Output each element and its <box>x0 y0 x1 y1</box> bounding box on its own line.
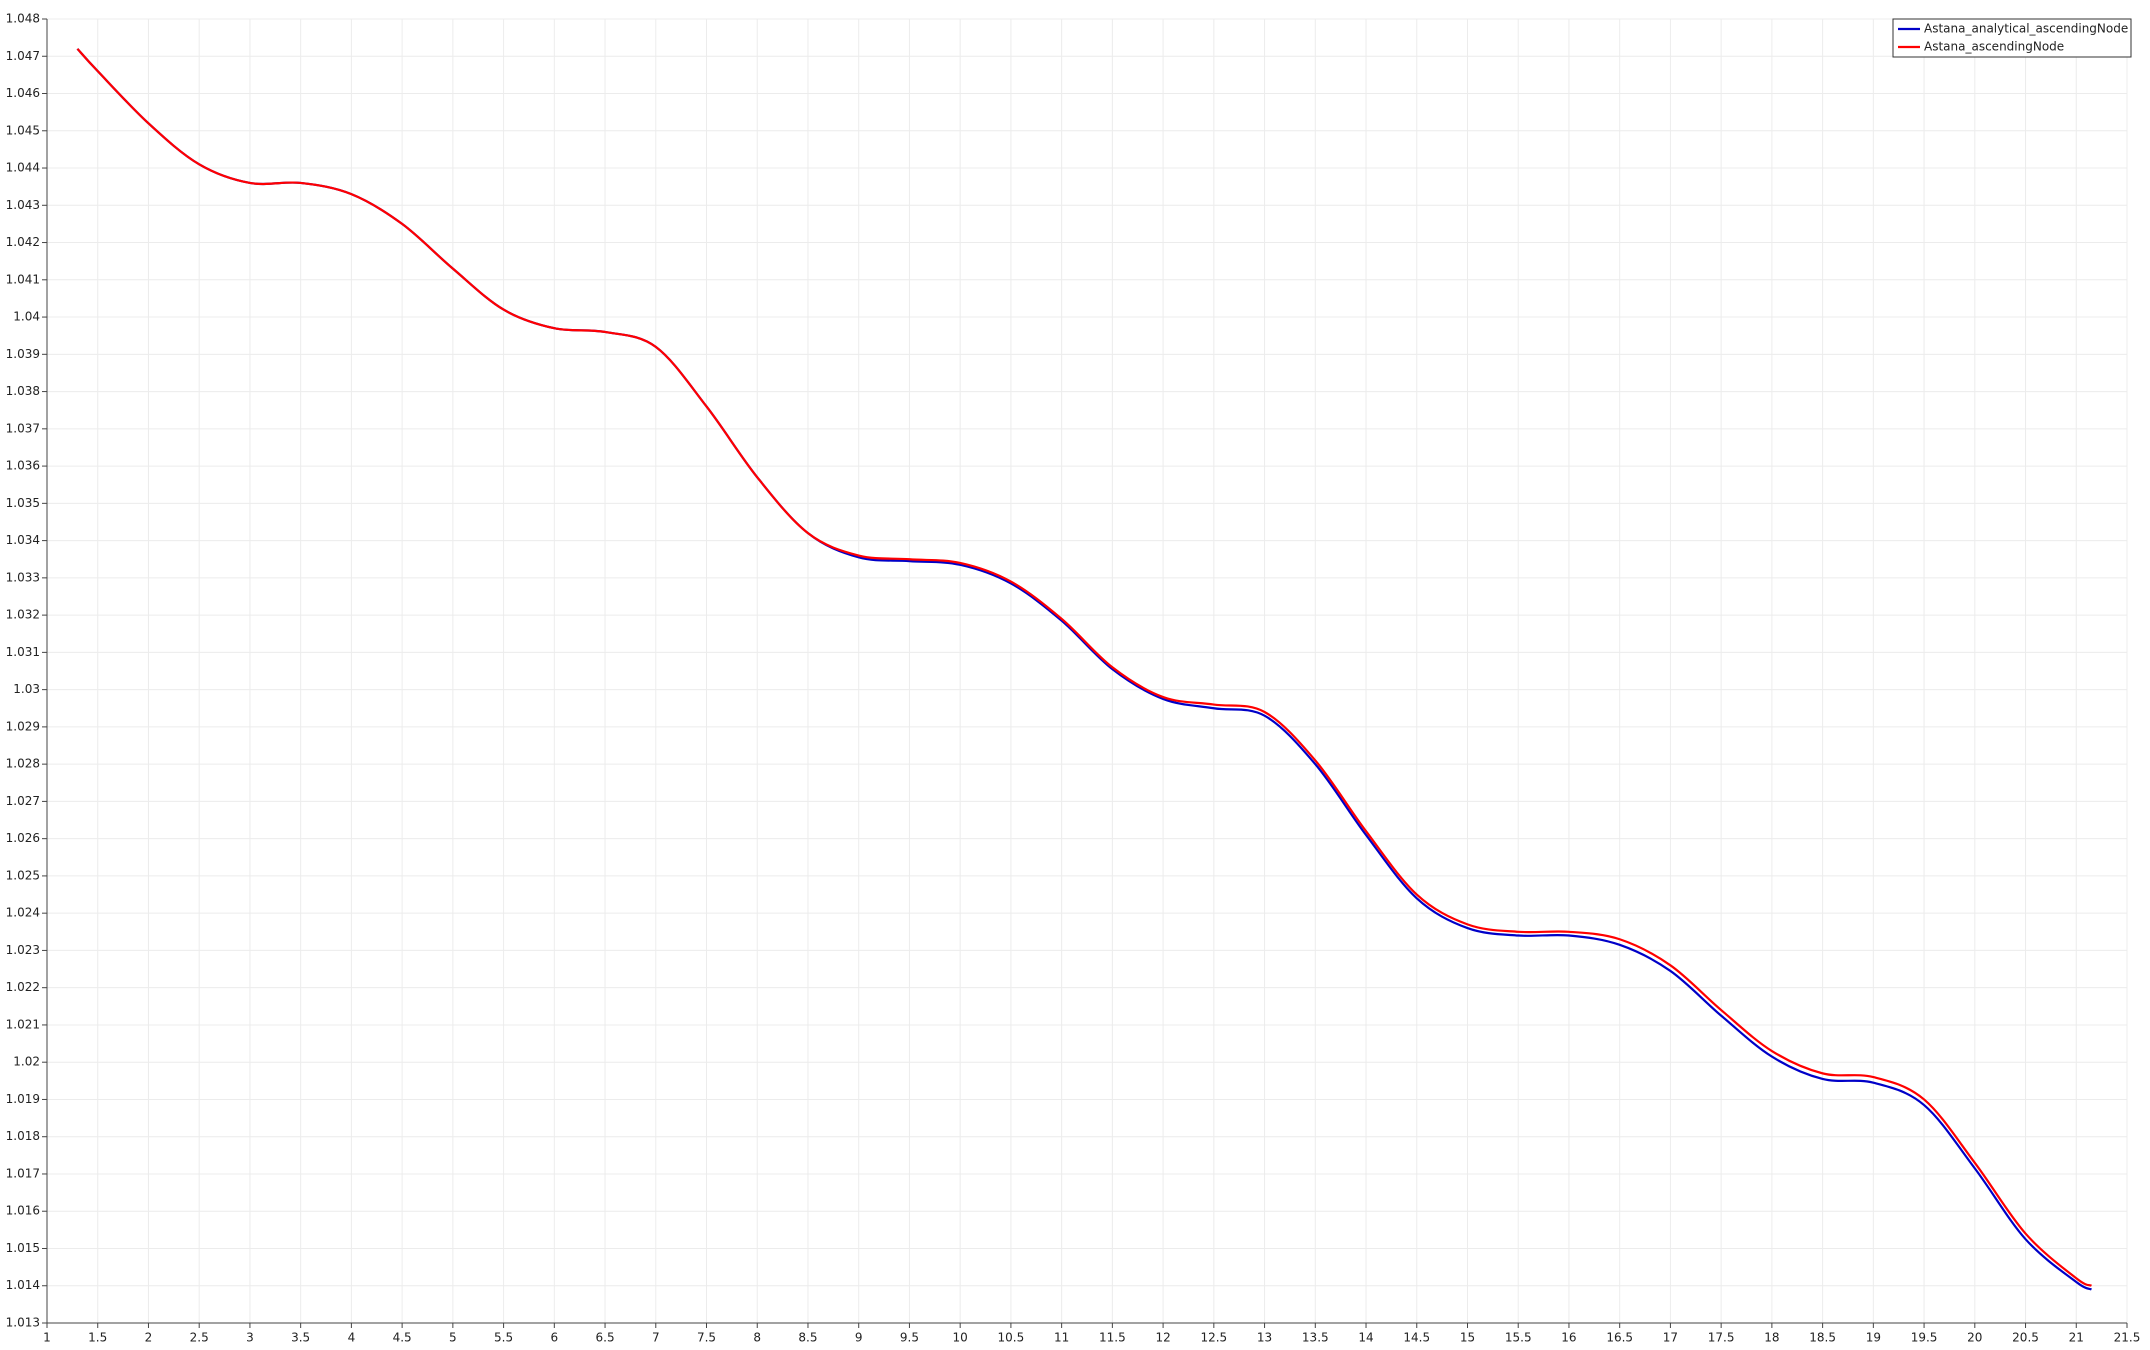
x-tick-label: 15.5 <box>1505 1331 1532 1345</box>
y-tick-label: 1.044 <box>6 161 40 175</box>
y-tick-label: 1.043 <box>6 198 40 212</box>
y-tick-label: 1.047 <box>6 49 40 63</box>
x-tick-label: 8.5 <box>798 1331 817 1345</box>
x-tick-label: 19 <box>1866 1331 1881 1345</box>
x-tick-label: 10.5 <box>998 1331 1025 1345</box>
y-tick-label: 1.03 <box>13 682 40 696</box>
y-tick-label: 1.037 <box>6 421 40 435</box>
series-line <box>76 48 2092 1287</box>
legend-box <box>1892 18 2132 58</box>
legend-label: Astana_ascendingNode <box>1924 40 2064 54</box>
y-tick-label: 1.031 <box>6 645 40 659</box>
y-tick-label: 1.023 <box>6 943 40 957</box>
x-tick-label: 19.5 <box>1911 1331 1938 1345</box>
x-tick-label: 5.5 <box>494 1331 513 1345</box>
x-tick-label: 6.5 <box>596 1331 615 1345</box>
x-tick-label: 13 <box>1257 1331 1272 1345</box>
y-tick-label: 1.029 <box>6 719 40 733</box>
x-tick-label: 17.5 <box>1708 1331 1735 1345</box>
y-tick-label: 1.02 <box>13 1055 40 1069</box>
x-tick-label: 9.5 <box>900 1331 919 1345</box>
y-tick-label: 1.024 <box>6 906 40 920</box>
x-tick-label: 20 <box>1967 1331 1982 1345</box>
x-tick-label: 11.5 <box>1099 1331 1126 1345</box>
y-tick-label: 1.042 <box>6 235 40 249</box>
x-tick-label: 3.5 <box>291 1331 310 1345</box>
y-tick-label: 1.022 <box>6 980 40 994</box>
y-tick-label: 1.036 <box>6 459 40 473</box>
y-tick-label: 1.021 <box>6 1017 40 1031</box>
y-tick-label: 1.033 <box>6 570 40 584</box>
x-tick-label: 2 <box>145 1331 153 1345</box>
y-tick-label: 1.034 <box>6 533 40 547</box>
y-tick-label: 1.038 <box>6 384 40 398</box>
x-tick-label: 13.5 <box>1302 1331 1329 1345</box>
y-tick-label: 1.045 <box>6 123 40 137</box>
x-tick-label: 8 <box>753 1331 761 1345</box>
series-line <box>76 48 2092 1291</box>
y-tick-label: 1.019 <box>6 1092 40 1106</box>
y-tick-label: 1.04 <box>13 310 40 324</box>
y-tick-label: 1.026 <box>6 831 40 845</box>
x-tick-label: 4.5 <box>393 1331 412 1345</box>
y-tick-label: 1.048 <box>6 12 40 26</box>
x-tick-label: 1.5 <box>88 1331 107 1345</box>
y-tick-label: 1.032 <box>6 608 40 622</box>
y-tick-label: 1.014 <box>6 1278 40 1292</box>
x-tick-label: 16 <box>1561 1331 1576 1345</box>
y-tick-label: 1.041 <box>6 272 40 286</box>
y-tick-label: 1.018 <box>6 1129 40 1143</box>
x-tick-label: 5 <box>449 1331 457 1345</box>
x-tick-label: 6 <box>550 1331 558 1345</box>
y-tick-label: 1.025 <box>6 868 40 882</box>
y-tick-label: 1.015 <box>6 1241 40 1255</box>
x-tick-label: 21.5 <box>2114 1331 2141 1345</box>
x-tick-label: 4 <box>348 1331 356 1345</box>
x-tick-label: 18.5 <box>1809 1331 1836 1345</box>
y-tick-label: 1.046 <box>6 86 40 100</box>
x-tick-label: 3 <box>246 1331 254 1345</box>
x-tick-label: 18 <box>1764 1331 1779 1345</box>
x-tick-label: 12.5 <box>1200 1331 1227 1345</box>
x-tick-label: 14 <box>1358 1331 1373 1345</box>
x-tick-label: 7 <box>652 1331 660 1345</box>
x-tick-label: 1 <box>43 1331 51 1345</box>
x-tick-label: 12 <box>1155 1331 1170 1345</box>
x-tick-label: 20.5 <box>2012 1331 2039 1345</box>
x-tick-label: 7.5 <box>697 1331 716 1345</box>
y-tick-label: 1.027 <box>6 794 40 808</box>
y-tick-label: 1.016 <box>6 1204 40 1218</box>
x-tick-label: 2.5 <box>190 1331 209 1345</box>
x-tick-label: 15 <box>1460 1331 1475 1345</box>
x-tick-label: 14.5 <box>1403 1331 1430 1345</box>
x-tick-label: 10 <box>953 1331 968 1345</box>
y-tick-label: 1.035 <box>6 496 40 510</box>
x-tick-label: 16.5 <box>1606 1331 1633 1345</box>
y-tick-label: 1.028 <box>6 757 40 771</box>
x-tick-label: 21 <box>2069 1331 2084 1345</box>
x-tick-label: 17 <box>1663 1331 1678 1345</box>
legend-label: Astana_analytical_ascendingNode <box>1924 22 2128 36</box>
x-tick-label: 9 <box>855 1331 863 1345</box>
y-tick-label: 1.017 <box>6 1166 40 1180</box>
y-tick-label: 1.039 <box>6 347 40 361</box>
x-tick-label: 11 <box>1054 1331 1069 1345</box>
y-tick-label: 1.013 <box>6 1316 40 1330</box>
